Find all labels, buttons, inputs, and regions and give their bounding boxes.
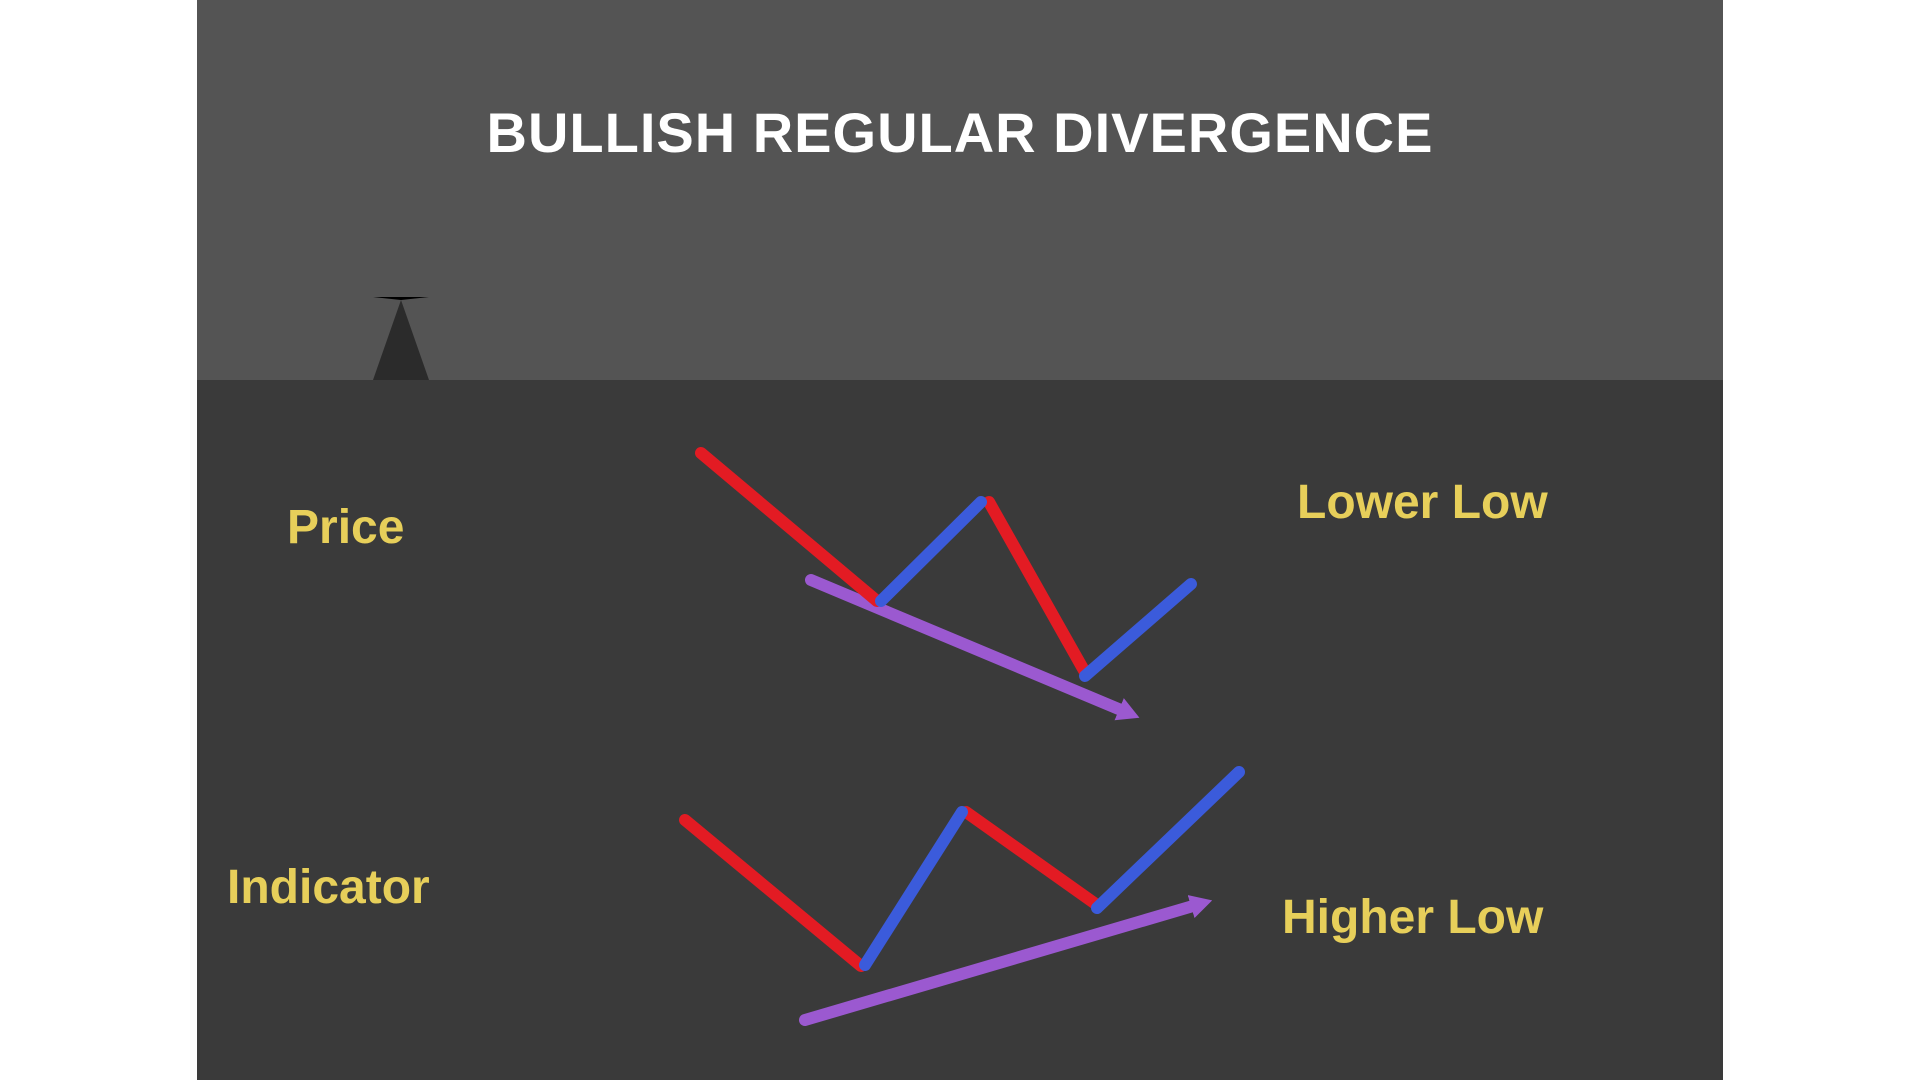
- lines-svg: [197, 0, 1723, 1080]
- diagram-canvas: BULLISH REGULAR DIVERGENCE Price Lower L…: [197, 0, 1723, 1080]
